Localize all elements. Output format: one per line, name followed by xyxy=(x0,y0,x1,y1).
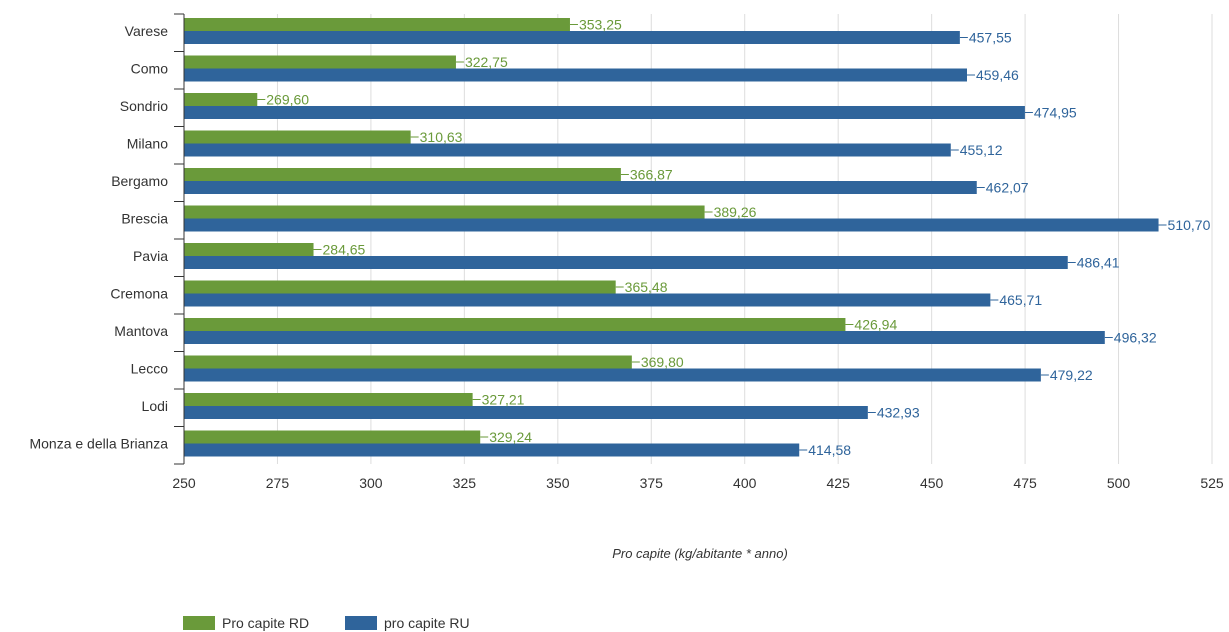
category-label: Como xyxy=(131,61,169,77)
x-tick-label: 500 xyxy=(1107,475,1131,491)
bar-rd xyxy=(184,130,411,144)
category-label: Cremona xyxy=(110,286,168,302)
bar-ru xyxy=(184,106,1025,119)
data-label-ru: 459,46 xyxy=(976,67,1019,83)
x-tick-label: 400 xyxy=(733,475,757,491)
category-label: Brescia xyxy=(121,211,168,227)
bar-rd xyxy=(184,55,456,69)
x-tick-label: 325 xyxy=(453,475,477,491)
data-label-rd: 389,26 xyxy=(714,204,757,220)
data-label-rd: 366,87 xyxy=(630,167,673,183)
axis-layer: 250 275 300 325 350 375 400 425 450 475 500 525 Vare… xyxy=(29,13,1224,491)
legend-swatch-rd xyxy=(183,616,215,630)
data-label-rd: 284,65 xyxy=(323,242,366,258)
data-label-ru: 432,93 xyxy=(877,405,920,421)
category-label: Milano xyxy=(127,136,168,152)
bar-ru xyxy=(184,143,951,157)
bar-ru xyxy=(184,31,960,44)
data-label-ru: 457,55 xyxy=(969,30,1012,46)
x-tick-label: 350 xyxy=(546,475,570,491)
bar-ru xyxy=(184,443,800,457)
bar-rd xyxy=(184,318,846,331)
data-label-ru: 479,22 xyxy=(1050,367,1093,383)
bar-rd xyxy=(184,280,616,294)
data-label-ru: 486,41 xyxy=(1077,255,1120,271)
legend-swatch-ru xyxy=(345,616,377,630)
category-label: Lecco xyxy=(131,361,169,377)
bar-rd xyxy=(184,243,314,256)
bar-rd xyxy=(184,168,621,181)
legend-label-ru: pro capite RU xyxy=(384,615,470,631)
category-label: Bergamo xyxy=(111,173,168,189)
x-tick-label: 250 xyxy=(172,475,196,491)
category-label: Pavia xyxy=(133,248,168,264)
legend: Pro capite RD pro capite RU xyxy=(183,615,470,631)
x-tick-label: 450 xyxy=(920,475,944,491)
data-label-rd: 365,48 xyxy=(625,279,668,295)
data-label-ru: 496,32 xyxy=(1114,330,1157,346)
bar-ru xyxy=(184,256,1068,269)
data-label-ru: 465,71 xyxy=(999,292,1042,308)
category-label: Sondrio xyxy=(120,98,168,114)
data-label-rd: 310,63 xyxy=(420,129,463,145)
bar-layer xyxy=(184,18,1159,457)
bar-ru xyxy=(184,331,1105,344)
bar-rd xyxy=(184,430,481,444)
bar-rd xyxy=(184,205,705,219)
data-label-rd: 327,21 xyxy=(482,392,525,408)
data-label-ru: 474,95 xyxy=(1034,105,1077,121)
x-tick-label: 425 xyxy=(827,475,851,491)
data-label-ru: 455,12 xyxy=(960,142,1003,158)
category-label: Mantova xyxy=(114,323,168,339)
grid-layer xyxy=(183,14,1213,464)
category-label: Varese xyxy=(125,23,169,39)
data-label-ru: 462,07 xyxy=(986,180,1029,196)
x-tick-label: 375 xyxy=(640,475,664,491)
bar-rd xyxy=(184,93,258,106)
x-axis-title: Pro capite (kg/abitante * anno) xyxy=(612,546,788,561)
data-label-rd: 269,60 xyxy=(266,92,309,108)
bar-ru xyxy=(184,68,967,82)
x-tick-label: 475 xyxy=(1013,475,1037,491)
bar-ru xyxy=(184,368,1041,382)
data-label-ru: 510,70 xyxy=(1168,217,1211,233)
bar-ru xyxy=(184,218,1159,232)
data-label-rd: 322,75 xyxy=(465,54,508,70)
category-label: Monza e della Brianza xyxy=(29,436,168,452)
data-label-ru: 414,58 xyxy=(808,442,851,458)
x-tick-label: 525 xyxy=(1200,475,1224,491)
bar-ru xyxy=(184,406,868,419)
data-label-rd: 353,25 xyxy=(579,17,622,33)
bar-rd xyxy=(184,18,570,31)
data-label-rd: 329,24 xyxy=(489,429,532,445)
bar-ru xyxy=(184,293,991,307)
category-label: Lodi xyxy=(142,398,168,414)
bar-ru xyxy=(184,181,977,194)
data-label-rd: 426,94 xyxy=(854,317,897,333)
legend-label-rd: Pro capite RD xyxy=(222,615,309,631)
x-tick-label: 300 xyxy=(359,475,383,491)
data-label-rd: 369,80 xyxy=(641,354,684,370)
x-tick-label: 275 xyxy=(266,475,290,491)
label-layer: 353,25 457,55 322,75 459,46 269,60 474,95 310,… xyxy=(257,17,1211,458)
bar-rd xyxy=(184,355,632,369)
bar-rd xyxy=(184,393,473,406)
